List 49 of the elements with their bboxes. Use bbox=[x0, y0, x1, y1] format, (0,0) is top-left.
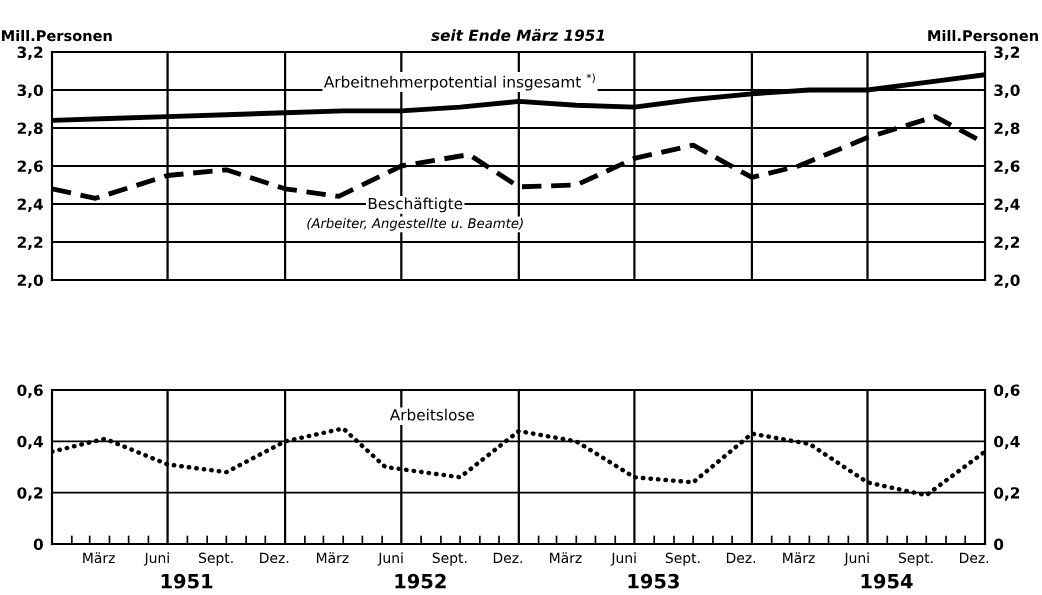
x-tick-label: Sept. bbox=[199, 552, 233, 566]
x-tick-label: Juni bbox=[610, 552, 636, 566]
x-tick-label: Dez. bbox=[493, 552, 522, 564]
y2-tick-label: 0,6 bbox=[994, 384, 1020, 398]
y2-tick-label: 2,4 bbox=[994, 198, 1020, 212]
text: 1953 bbox=[628, 573, 679, 589]
y2-tick-label: 2,2 bbox=[994, 236, 1020, 250]
y2-tick-label: 3,2 bbox=[994, 46, 1020, 60]
x-tick-label: Juni bbox=[843, 552, 869, 566]
y2-tick-label: 2,8 bbox=[994, 122, 1020, 136]
y-tick-label: 0,2 bbox=[17, 487, 43, 501]
y2-tick-label: 0,2 bbox=[994, 487, 1020, 501]
x-tick-label: März bbox=[783, 552, 815, 564]
y-tick-label: 0,4 bbox=[17, 435, 43, 450]
series-label: Beschäftigte bbox=[368, 197, 463, 213]
y2-tick-label: 3,0 bbox=[994, 84, 1020, 98]
y-tick-label: 2,2 bbox=[17, 236, 43, 250]
series-label: Arbeitnehmerpotential insgesamt $^{*)}$ bbox=[323, 73, 595, 91]
y2-tick-label: 0,4 bbox=[994, 435, 1020, 450]
y2-tick-label: 2,0 bbox=[994, 274, 1020, 288]
y-tick-label: 3,2 bbox=[17, 46, 43, 60]
y2-tick-label: 0 bbox=[994, 538, 1004, 551]
text: Arbeitslose bbox=[389, 408, 474, 421]
x-tick-label: Sept. bbox=[898, 552, 933, 566]
x-tick-label: März bbox=[316, 552, 349, 564]
y-axis-title: Mill.Personen bbox=[2, 29, 112, 42]
annotation: (Arbeiter, Angestellte u. Beamte) bbox=[307, 217, 523, 231]
y2-tick-label: 2,6 bbox=[994, 160, 1020, 174]
y-tick-label: 2,6 bbox=[17, 160, 43, 174]
y-tick-label: 2,4 bbox=[17, 198, 43, 212]
x-tick-label: Juni bbox=[377, 552, 403, 566]
chart-subtitle: seit Ende März 1951 bbox=[431, 29, 605, 42]
y2-axis-title: Mill.Personen bbox=[928, 29, 1038, 42]
y-tick-label: 0,6 bbox=[17, 384, 43, 398]
x-tick-label: Dez. bbox=[726, 552, 756, 564]
x-tick-label: März bbox=[83, 552, 115, 564]
x-tick-label: März bbox=[550, 552, 582, 564]
text: 1951 bbox=[161, 573, 213, 589]
y-tick-label: 2,8 bbox=[17, 122, 43, 136]
y-tick-label: 3,0 bbox=[17, 84, 43, 98]
y-tick-label: 0 bbox=[33, 538, 43, 551]
x-tick-label: Dez. bbox=[260, 552, 289, 564]
x-tick-label: Juni bbox=[143, 552, 169, 566]
x-tick-label: Sept. bbox=[665, 552, 700, 566]
y-tick-label: 2,0 bbox=[17, 274, 43, 288]
text: 1952 bbox=[395, 573, 446, 589]
x-tick-label: Sept. bbox=[432, 552, 467, 566]
text: 1954 bbox=[861, 573, 913, 589]
x-tick-label: Dez. bbox=[960, 552, 989, 564]
